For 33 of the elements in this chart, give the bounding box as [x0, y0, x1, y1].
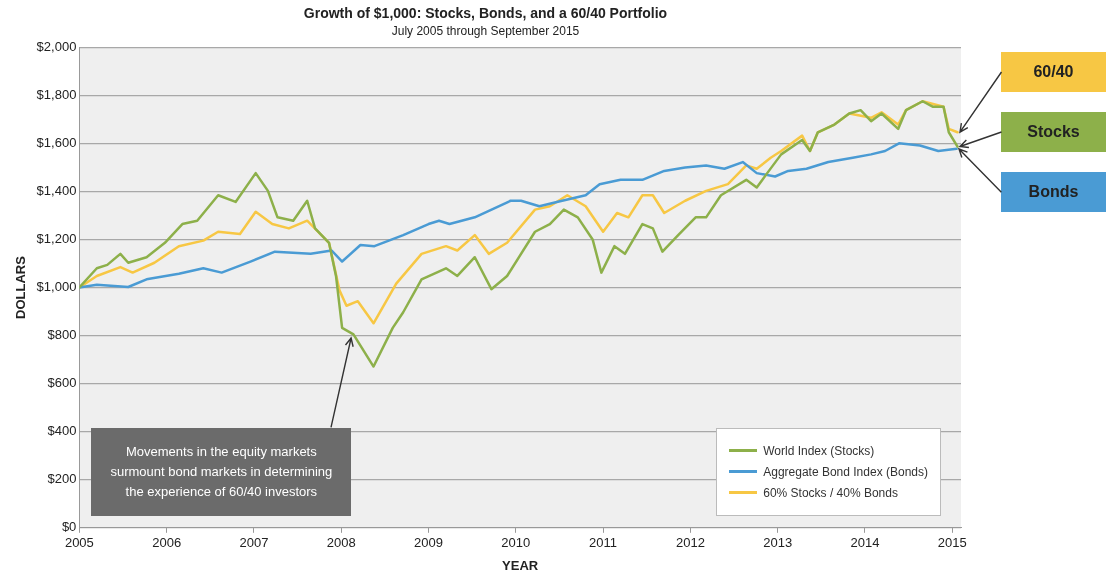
chart-subtitle: July 2005 through September 2015 — [391, 24, 580, 39]
x-tick-label: 2009 — [414, 535, 443, 551]
y-tick-label: $1,200 — [36, 231, 77, 247]
x-tick-label: 2011 — [589, 535, 618, 551]
x-tick-label: 2010 — [501, 535, 531, 551]
text-box: 60/40 — [1001, 52, 1106, 93]
chart-title: Growth of $1,000: Stocks, Bonds, and a 60/40 Portfolio — [303, 5, 668, 22]
x-tick-label: 2015 — [937, 535, 967, 551]
legend-label: Aggregate Bond Index (Bonds) — [763, 464, 928, 479]
y-tick-label: $1,400 — [36, 182, 77, 198]
x-tick-label: 2005 — [64, 535, 94, 551]
y-tick-label: $600 — [47, 375, 77, 391]
y-tick-label: $800 — [47, 327, 77, 343]
legend-label: 60% Stocks / 40% Bonds — [763, 485, 898, 500]
x-tick-label: 2014 — [850, 535, 880, 551]
y-tick-label: $1,000 — [36, 279, 77, 295]
text-box: Bonds — [1001, 172, 1106, 213]
legend-label: World Index (Stocks) — [763, 443, 875, 458]
y-tick-label: $1,800 — [36, 86, 77, 102]
y-tick-label: $2,000 — [36, 38, 77, 54]
text-box: Stocks — [1001, 112, 1106, 153]
x-tick-label: 2013 — [763, 535, 793, 551]
y-tick-label: $200 — [47, 471, 77, 487]
x-tick-label: 2006 — [152, 535, 182, 551]
y-tick-label: $400 — [47, 423, 77, 439]
x-tick-label: 2012 — [675, 535, 705, 551]
y-tick-label: $0 — [61, 519, 77, 535]
x-axis-title: YEAR — [502, 557, 539, 573]
y-tick-label: $1,600 — [36, 134, 77, 150]
y-axis-title: DOLLARS — [13, 255, 29, 319]
x-tick-label: 2008 — [326, 535, 356, 551]
x-tick-label: 2007 — [239, 535, 269, 551]
text-box: Movements in the equity markets surmount bond markets in determining the experience of 60/40 investors — [91, 427, 352, 516]
